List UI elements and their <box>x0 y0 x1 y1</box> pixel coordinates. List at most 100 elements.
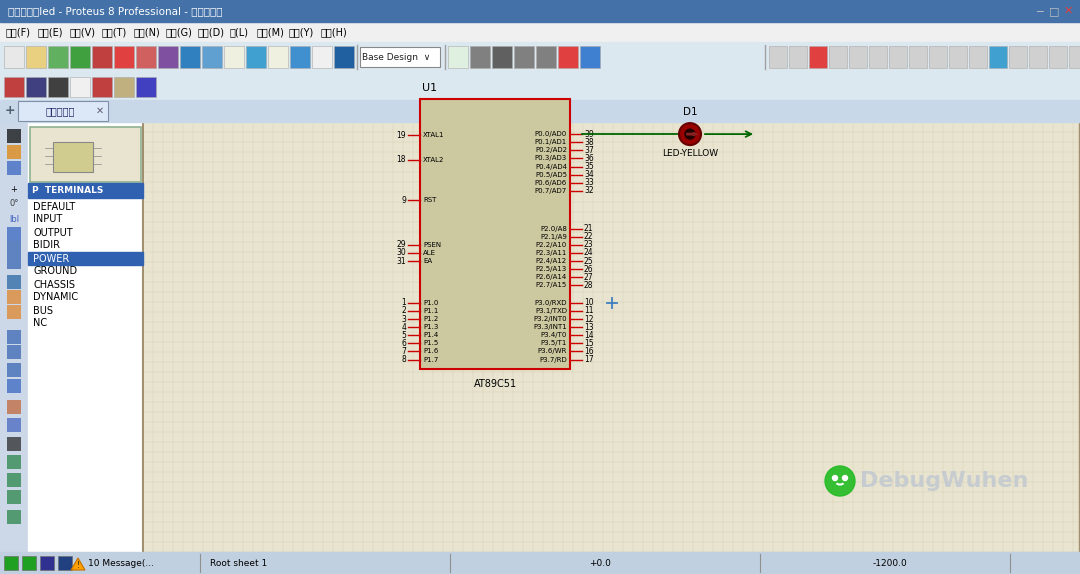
Bar <box>929 46 947 68</box>
Bar <box>334 46 354 68</box>
Text: 文件(F): 文件(F) <box>6 27 31 37</box>
Bar <box>829 46 847 68</box>
Text: 1: 1 <box>402 298 406 307</box>
Bar <box>58 556 72 570</box>
Text: 23: 23 <box>584 241 594 249</box>
Bar <box>70 77 90 97</box>
Text: P2.5/A13: P2.5/A13 <box>536 266 567 272</box>
Text: D1: D1 <box>683 107 698 117</box>
Text: DEFAULT: DEFAULT <box>33 201 76 211</box>
Text: 11: 11 <box>584 307 594 316</box>
Text: P1.7: P1.7 <box>423 356 438 363</box>
Bar <box>514 46 534 68</box>
Text: 6: 6 <box>401 339 406 348</box>
Bar <box>48 46 68 68</box>
Text: 8: 8 <box>402 355 406 364</box>
Bar <box>143 122 1080 552</box>
Text: 10 Message(...: 10 Message(... <box>87 559 154 568</box>
Text: 模版(M): 模版(M) <box>256 27 284 37</box>
Bar <box>0 100 1080 122</box>
Bar <box>420 99 570 369</box>
Bar <box>114 46 134 68</box>
Bar <box>492 46 512 68</box>
Text: P2.6/A14: P2.6/A14 <box>536 274 567 280</box>
Bar <box>4 46 24 68</box>
Bar <box>6 330 21 344</box>
Bar <box>92 77 112 97</box>
Text: ✕: ✕ <box>1064 6 1072 16</box>
Text: XTAL1: XTAL1 <box>423 133 445 138</box>
Text: 4: 4 <box>401 323 406 332</box>
Bar <box>53 142 93 172</box>
Text: !: ! <box>77 560 80 569</box>
Text: 14: 14 <box>584 331 594 340</box>
Bar <box>0 0 1080 22</box>
Text: 点亮第一个led - Proteus 8 Professional - 原理图绘制: 点亮第一个led - Proteus 8 Professional - 原理图绘… <box>8 6 222 16</box>
Bar <box>969 46 987 68</box>
Circle shape <box>833 475 837 480</box>
Bar <box>360 47 440 67</box>
Text: 18: 18 <box>396 155 406 164</box>
Text: 3: 3 <box>401 315 406 324</box>
Bar <box>6 400 21 414</box>
Bar <box>558 46 578 68</box>
Text: P2.4/A12: P2.4/A12 <box>536 258 567 264</box>
Text: 视图(V): 视图(V) <box>70 27 96 37</box>
Text: 7: 7 <box>401 347 406 356</box>
Text: P2.2/A10: P2.2/A10 <box>536 242 567 248</box>
Text: ALE: ALE <box>423 250 436 256</box>
Bar <box>536 46 556 68</box>
Text: P0.0/AD0: P0.0/AD0 <box>535 131 567 137</box>
Bar <box>6 305 21 319</box>
Bar <box>18 101 108 121</box>
Text: NC: NC <box>33 319 48 328</box>
Text: 35: 35 <box>584 162 594 171</box>
Bar <box>224 46 244 68</box>
Text: ✕: ✕ <box>96 106 104 116</box>
Bar <box>6 455 21 469</box>
Text: P1.6: P1.6 <box>423 348 438 355</box>
Text: 37: 37 <box>584 146 594 155</box>
FancyArrow shape <box>687 133 698 135</box>
Text: 10: 10 <box>584 298 594 307</box>
Bar <box>40 556 54 570</box>
Bar <box>1029 46 1047 68</box>
Bar <box>0 72 1080 100</box>
Bar <box>0 22 1080 42</box>
Text: P1.1: P1.1 <box>423 308 438 314</box>
Text: 26: 26 <box>584 265 594 274</box>
Text: LED-YELLOW: LED-YELLOW <box>662 149 718 158</box>
Text: 25: 25 <box>584 257 594 266</box>
Text: XTAL2: XTAL2 <box>423 157 444 163</box>
Text: +: + <box>11 185 17 195</box>
Text: 12: 12 <box>584 315 594 324</box>
Text: 30: 30 <box>396 249 406 257</box>
Text: 图表(G): 图表(G) <box>166 27 193 37</box>
Bar <box>6 290 21 304</box>
Text: P0.5/AD5: P0.5/AD5 <box>535 172 567 177</box>
Text: 系统(Y): 系统(Y) <box>288 27 313 37</box>
Bar <box>6 129 21 143</box>
Text: 9: 9 <box>401 196 406 205</box>
Bar <box>6 345 21 359</box>
Text: 17: 17 <box>584 355 594 364</box>
Bar <box>22 556 36 570</box>
Text: P0.7/AD7: P0.7/AD7 <box>535 188 567 194</box>
Text: 调试(D): 调试(D) <box>198 27 225 37</box>
Text: 工具(T): 工具(T) <box>102 27 127 37</box>
Text: 38: 38 <box>584 138 594 147</box>
Bar <box>869 46 887 68</box>
Text: P3.4/T0: P3.4/T0 <box>541 332 567 338</box>
Bar <box>6 510 21 524</box>
Text: RST: RST <box>423 197 436 203</box>
Text: +: + <box>4 104 15 118</box>
Text: +0.0: +0.0 <box>589 559 611 568</box>
Bar <box>28 252 143 265</box>
Bar <box>0 122 28 552</box>
Bar <box>136 77 156 97</box>
Bar <box>246 46 266 68</box>
Circle shape <box>842 475 848 480</box>
Text: P2.3/A11: P2.3/A11 <box>536 250 567 256</box>
Text: lbl: lbl <box>9 215 19 224</box>
Text: -1200.0: -1200.0 <box>873 559 907 568</box>
